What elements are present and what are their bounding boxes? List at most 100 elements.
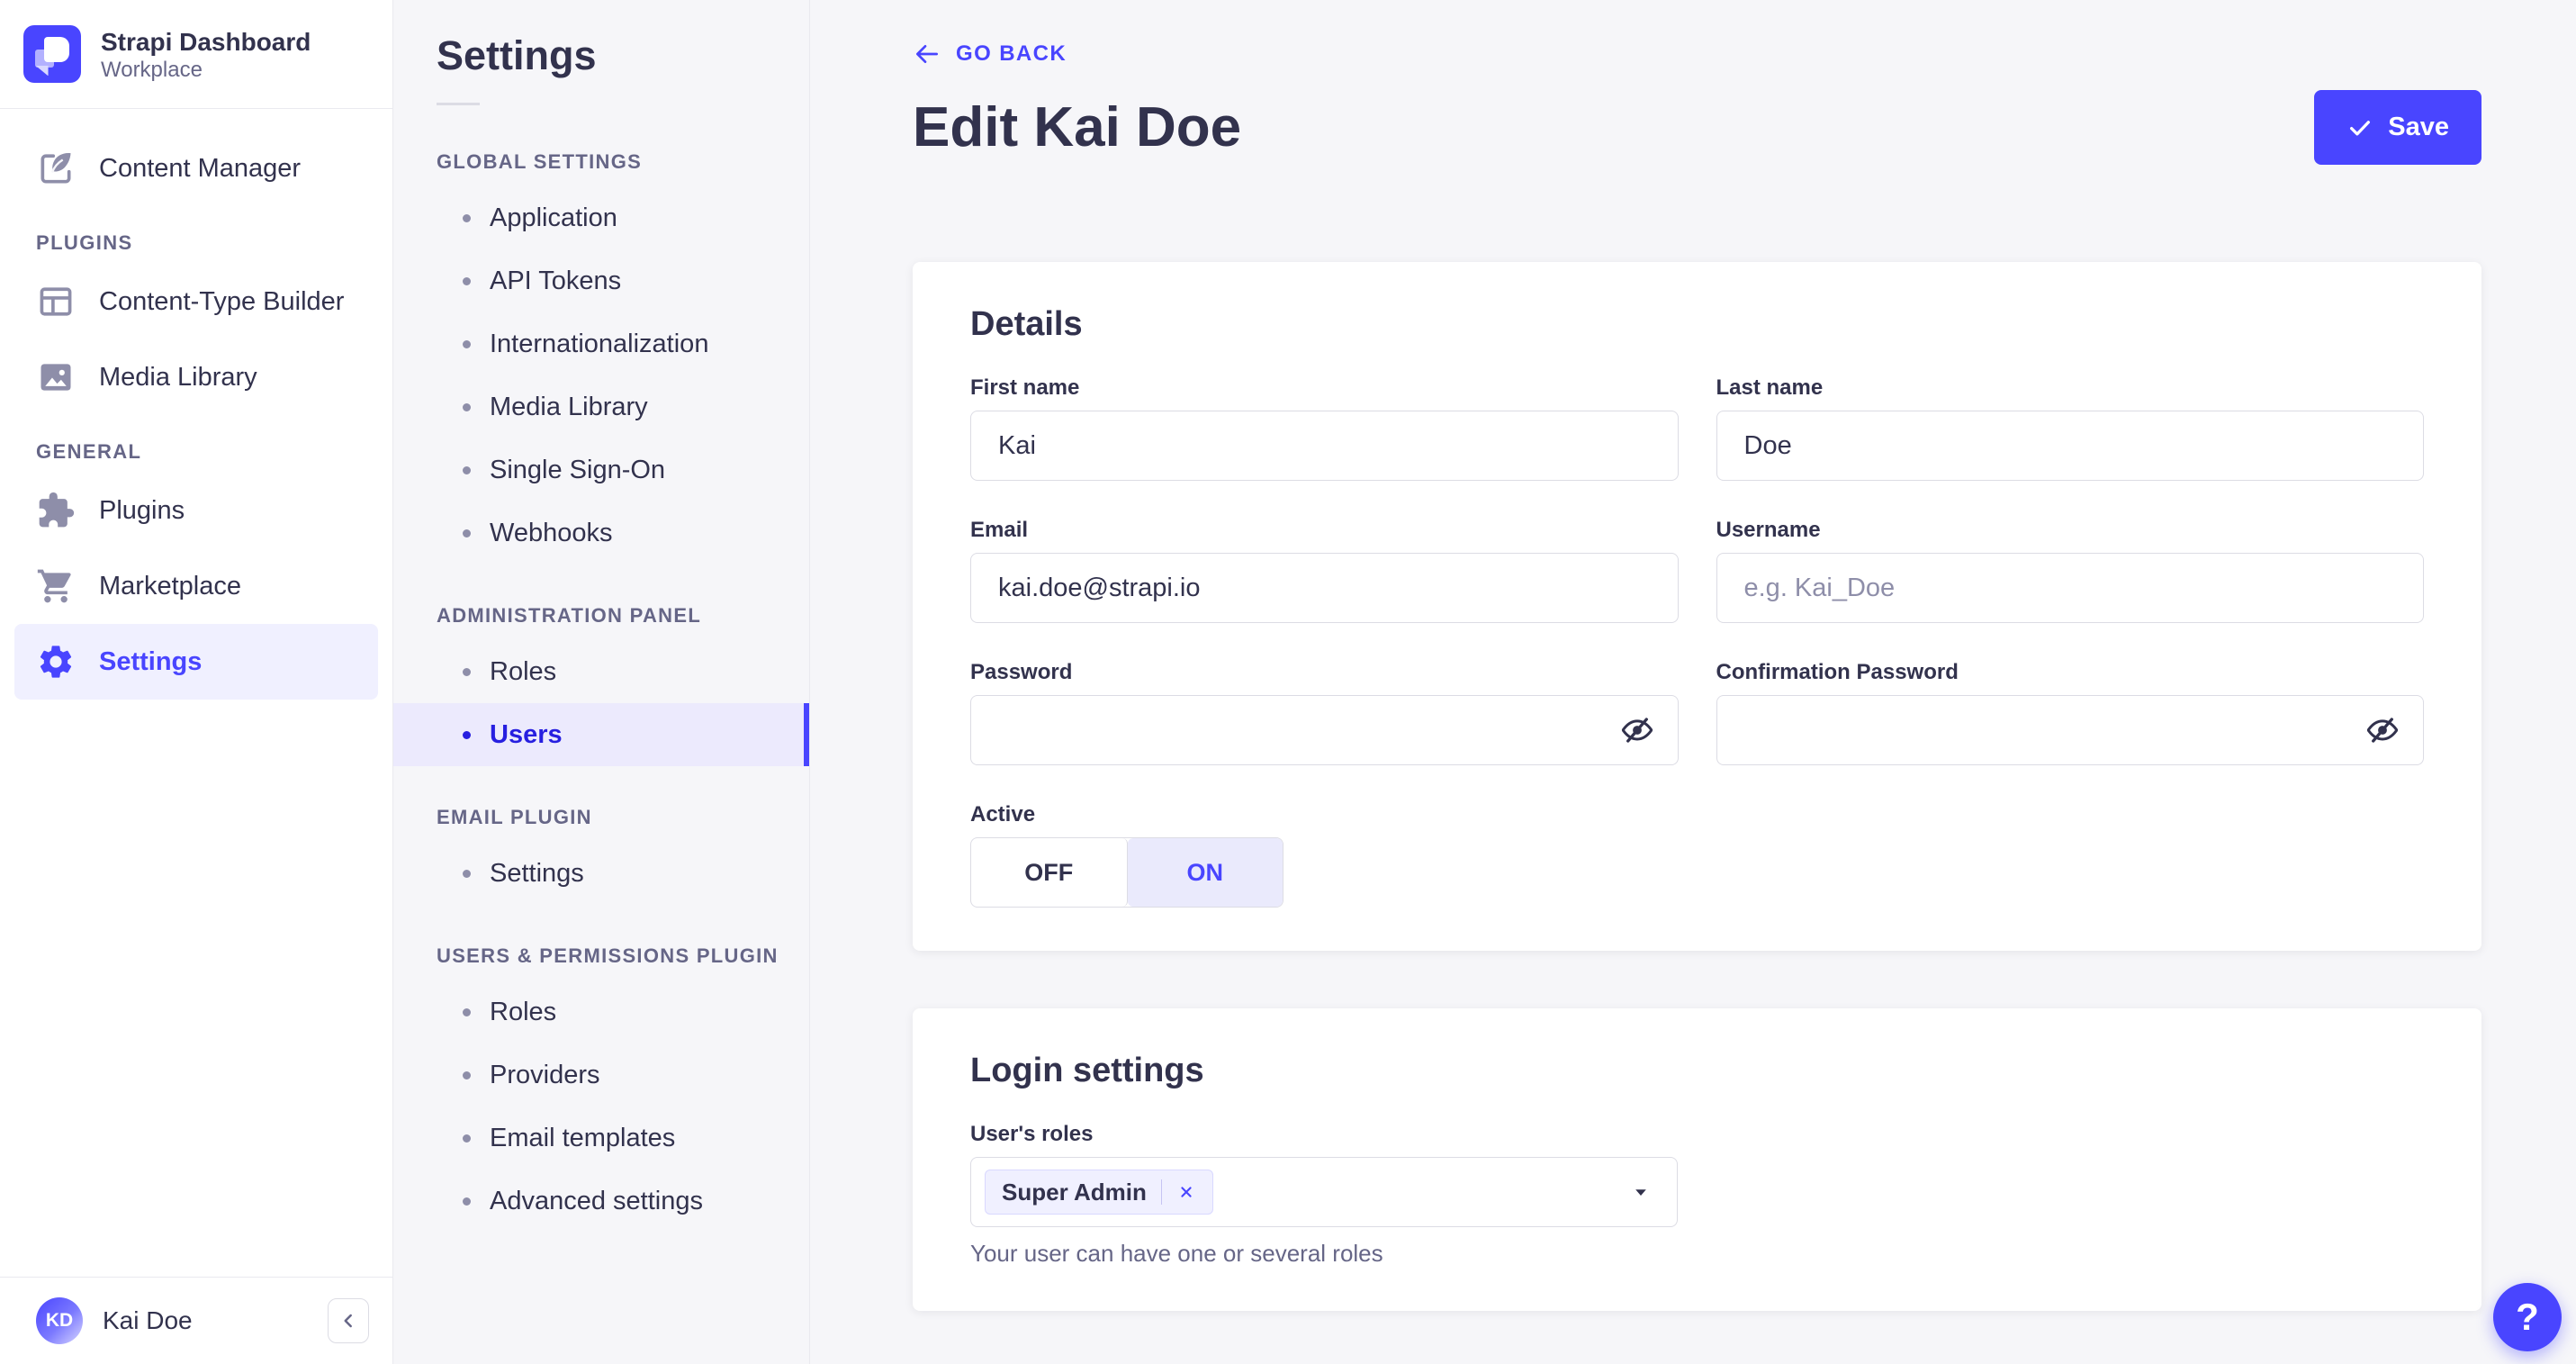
user-roles-select[interactable]: Super Admin (970, 1157, 1678, 1227)
subnav-item-roles[interactable]: Roles (393, 980, 809, 1043)
go-back-link[interactable]: GO BACK (913, 40, 1067, 68)
bullet-icon (463, 1007, 471, 1016)
active-toggle-on[interactable]: ON (1127, 838, 1283, 907)
password-input[interactable] (970, 695, 1679, 765)
first-name-input[interactable] (970, 411, 1679, 481)
username-field: Username (1716, 517, 2424, 623)
subnav-item-webhooks[interactable]: Webhooks (393, 501, 809, 565)
nav-section-header-general: GENERAL (36, 440, 142, 463)
sidebar-item-settings[interactable]: Settings (14, 624, 378, 700)
subnav-divider (437, 103, 480, 105)
subnav-item-media-library[interactable]: Media Library (393, 375, 809, 438)
confirmation-password-input[interactable] (1716, 695, 2424, 765)
brand-text: Strapi Dashboard Workplace (101, 26, 311, 83)
username-label: Username (1716, 518, 1821, 542)
subnav-item-label: Settings (490, 859, 584, 888)
subnav-item-label: Email templates (490, 1124, 676, 1152)
save-button-label: Save (2388, 113, 2449, 141)
subnav-item-single-sign-on[interactable]: Single Sign-On (393, 438, 809, 501)
sidebar-item-marketplace[interactable]: Marketplace (14, 548, 378, 624)
subnav-item-label: Roles (490, 657, 557, 686)
sidebar-item-label: Media Library (99, 362, 257, 392)
confirmation-password-field: Confirmation Password (1716, 659, 2424, 765)
toggle-confirmation-visibility-button[interactable] (2355, 703, 2409, 757)
sidebar-item-content-manager[interactable]: Content Manager (14, 131, 378, 206)
caret-down-icon (1630, 1181, 1652, 1203)
login-settings-title: Login settings (970, 1052, 1204, 1089)
collapse-sidebar-button[interactable] (328, 1298, 369, 1343)
close-icon[interactable] (1176, 1182, 1196, 1202)
subnav-group-header-global-settings: GLOBAL SETTINGS (437, 150, 643, 173)
subnav-item-roles[interactable]: Roles (393, 640, 809, 703)
active-toggle: OFF ON (970, 837, 1283, 908)
subnav-item-label: API Tokens (490, 266, 622, 295)
user-name: Kai Doe (103, 1306, 193, 1334)
go-back-label: GO BACK (956, 41, 1067, 66)
active-field: Active OFF ON (970, 801, 1679, 908)
sidebar-item-plugins[interactable]: Plugins (14, 473, 378, 548)
active-toggle-off[interactable]: OFF (971, 838, 1128, 907)
subnav-item-label: Single Sign-On (490, 456, 666, 484)
password-label: Password (970, 660, 1073, 684)
details-card: Details First name Last name Email (913, 262, 2481, 951)
check-icon (2346, 114, 2373, 141)
marketplace-icon (36, 566, 76, 606)
user-roles-hint: Your user can have one or several roles (970, 1240, 1383, 1267)
subnav-group-header-administration-panel: ADMINISTRATION PANEL (437, 604, 702, 627)
subnav-item-application[interactable]: Application (393, 186, 809, 249)
role-tag: Super Admin (985, 1170, 1213, 1215)
sidebar-footer: KD Kai Doe (0, 1277, 392, 1364)
avatar: KD (36, 1297, 83, 1344)
strapi-logo-icon (23, 25, 81, 83)
brand-subtitle: Workplace (101, 57, 203, 82)
subnav-item-label: Roles (490, 998, 557, 1026)
password-field: Password (970, 659, 1679, 765)
chevron-left-icon (337, 1309, 360, 1332)
settings-subnav: Settings GLOBAL SETTINGS Application API T… (393, 0, 810, 1364)
subnav-item-label: Media Library (490, 393, 648, 421)
sidebar-item-label: Settings (99, 646, 203, 676)
last-name-field: Last name (1716, 375, 2424, 481)
bullet-icon (463, 528, 471, 537)
subnav-item-label: Advanced settings (490, 1187, 703, 1215)
sidebar-item-label: Plugins (99, 495, 185, 525)
bullet-icon (463, 465, 471, 474)
subnav-item-internationalization[interactable]: Internationalization (393, 312, 809, 375)
subnav-item-advanced-settings[interactable]: Advanced settings (393, 1170, 809, 1233)
save-button[interactable]: Save (2314, 90, 2481, 165)
email-input[interactable] (970, 553, 1679, 623)
subnav-group-header-users-permissions-plugin: USERS & PERMISSIONS PLUGIN (437, 944, 779, 967)
tag-separator (1160, 1179, 1162, 1205)
bullet-icon (463, 869, 471, 878)
bullet-icon (463, 1070, 471, 1079)
subnav-item-api-tokens[interactable]: API Tokens (393, 249, 809, 312)
subnav-item-providers[interactable]: Providers (393, 1043, 809, 1107)
content-manager-icon (36, 149, 76, 188)
bullet-icon (463, 1134, 471, 1143)
first-name-label: First name (970, 375, 1080, 400)
sidebar-item-media-library[interactable]: Media Library (14, 339, 378, 415)
subnav-item-email-templates[interactable]: Email templates (393, 1107, 809, 1170)
media-library-icon (36, 357, 76, 397)
toggle-password-visibility-button[interactable] (1610, 703, 1664, 757)
username-input[interactable] (1716, 553, 2424, 623)
subnav-item-users[interactable]: Users (393, 703, 809, 766)
sidebar-item-content-type-builder[interactable]: Content-Type Builder (14, 264, 378, 339)
bullet-icon (463, 667, 471, 676)
page-header: Edit Kai Doe Save (913, 90, 2481, 165)
email-label: Email (970, 518, 1029, 542)
plugins-icon (36, 491, 76, 530)
page-title: Edit Kai Doe (913, 96, 1242, 158)
last-name-input[interactable] (1716, 411, 2424, 481)
brand-home-link[interactable]: Strapi Dashboard Workplace (0, 0, 392, 109)
subnav-item-settings[interactable]: Settings (393, 842, 809, 905)
main-content: GO BACK Edit Kai Doe Save Details First … (810, 0, 2576, 1364)
role-tag-label: Super Admin (1002, 1178, 1147, 1206)
active-label: Active (970, 802, 1036, 827)
help-button[interactable]: ? (2493, 1283, 2562, 1351)
first-name-field: First name (970, 375, 1679, 481)
sidebar-item-label: Content-Type Builder (99, 286, 345, 316)
subnav-group-header-email-plugin: EMAIL PLUGIN (437, 806, 592, 828)
email-field: Email (970, 517, 1679, 623)
